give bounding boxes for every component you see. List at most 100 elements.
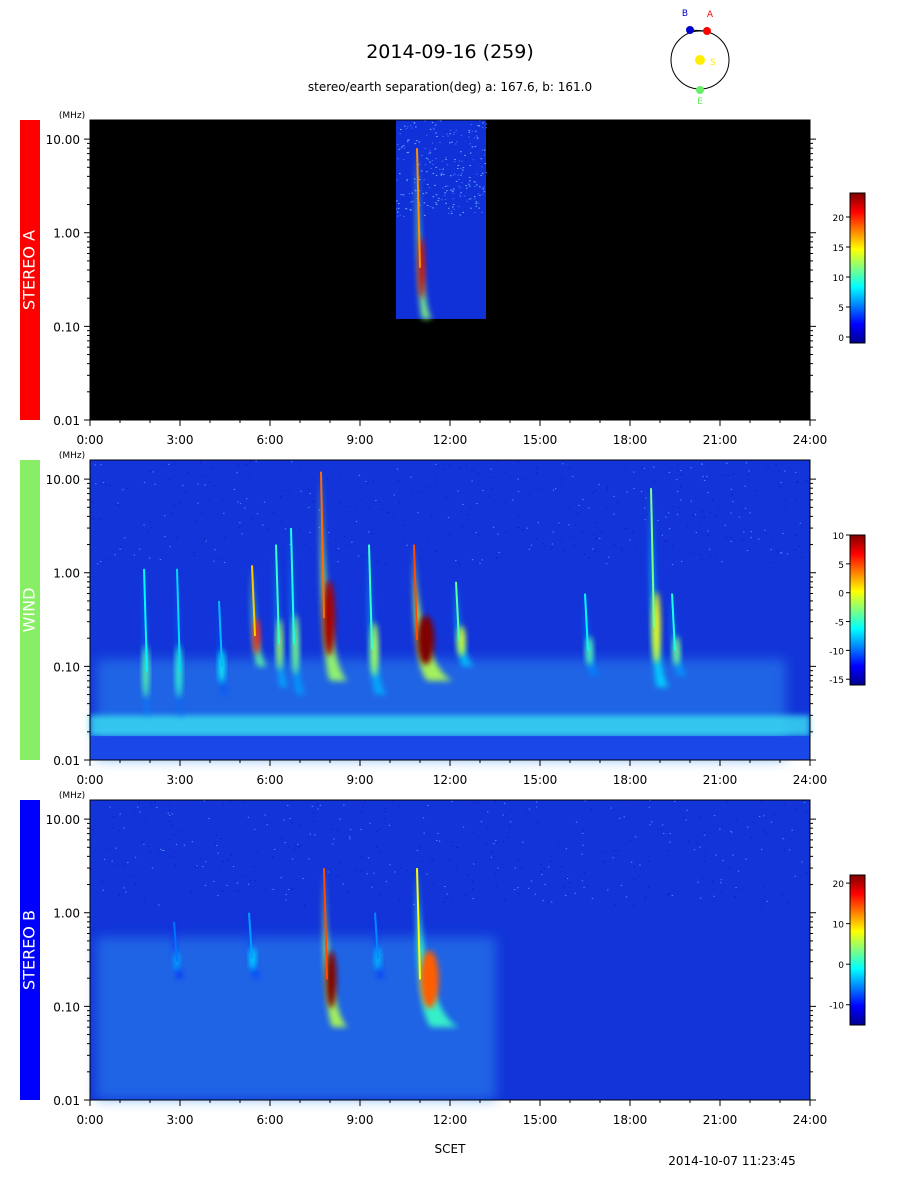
noise-speck <box>348 836 351 838</box>
noise-speck <box>360 870 363 872</box>
noise-speck <box>783 803 786 805</box>
noise-speck <box>143 897 146 899</box>
noise-speck <box>253 865 255 867</box>
noise-speck <box>414 190 417 192</box>
noise-speck <box>474 146 477 148</box>
noise-speck <box>475 201 478 203</box>
noise-speck <box>542 900 544 902</box>
noise-speck <box>413 182 416 184</box>
noise-speck <box>795 809 798 811</box>
noise-speck <box>676 470 679 472</box>
colorbar-tick-label: 10 <box>833 532 845 542</box>
noise-speck <box>775 464 777 466</box>
noise-speck <box>778 485 781 487</box>
noise-speck <box>432 207 434 209</box>
noise-speck <box>355 520 358 522</box>
noise-speck <box>220 838 222 840</box>
noise-speck <box>302 878 304 880</box>
noise-speck <box>231 864 234 866</box>
noise-speck <box>526 527 529 529</box>
noise-speck <box>770 549 772 551</box>
noise-speck <box>284 490 287 492</box>
noise-speck <box>300 490 302 492</box>
noise-speck <box>684 540 687 542</box>
noise-speck <box>238 465 240 467</box>
noise-speck <box>540 871 542 873</box>
noise-speck <box>111 827 113 829</box>
noise-speck <box>169 855 172 857</box>
noise-speck <box>509 821 512 823</box>
noise-speck <box>384 811 386 813</box>
stereo-b-marker <box>686 26 694 34</box>
noise-speck <box>415 126 417 128</box>
noise-speck <box>733 473 735 475</box>
noise-speck <box>661 534 664 536</box>
noise-speck <box>428 485 430 487</box>
earth-marker <box>696 86 704 94</box>
noise-speck <box>142 841 144 843</box>
noise-speck <box>435 132 437 134</box>
noise-speck <box>568 524 570 526</box>
noise-speck <box>388 887 390 889</box>
x-tick-label: 12:00 <box>433 1113 468 1127</box>
noise-speck <box>373 872 375 874</box>
noise-speck <box>621 549 623 551</box>
noise-speck <box>446 133 448 135</box>
noise-speck <box>449 129 452 131</box>
noise-speck <box>503 840 505 842</box>
noise-speck <box>707 492 709 494</box>
noise-speck <box>719 882 722 884</box>
noise-speck <box>279 496 282 498</box>
noise-speck <box>564 878 567 880</box>
colorbar <box>849 874 866 1026</box>
noise-speck <box>543 868 546 870</box>
noise-speck <box>441 199 443 201</box>
noise-speck <box>514 867 516 869</box>
noise-speck <box>746 826 749 828</box>
noise-speck <box>457 562 459 564</box>
noise-speck <box>410 476 412 478</box>
radio-burst-drift <box>173 921 178 962</box>
noise-speck <box>680 560 683 562</box>
noise-speck <box>601 850 604 852</box>
noise-speck <box>114 864 116 866</box>
noise-speck <box>435 158 437 160</box>
x-tick-label: 15:00 <box>523 1113 558 1127</box>
noise-speck <box>457 174 459 176</box>
noise-speck <box>534 893 536 895</box>
noise-speck <box>333 838 335 840</box>
noise-speck <box>457 847 459 849</box>
noise-speck <box>508 825 511 827</box>
noise-speck <box>150 527 153 529</box>
noise-speck <box>460 134 463 136</box>
noise-speck <box>445 158 447 160</box>
noise-speck <box>479 194 481 196</box>
noise-speck <box>172 824 174 826</box>
noise-speck <box>426 183 429 185</box>
noise-speck <box>411 192 414 194</box>
noise-speck <box>208 817 210 819</box>
y-tick-label: 10.00 <box>46 813 80 827</box>
noise-speck <box>465 187 468 189</box>
noise-speck <box>437 200 440 202</box>
noise-speck <box>544 883 546 885</box>
noise-speck <box>424 164 427 166</box>
noise-speck <box>318 509 320 511</box>
noise-speck <box>441 172 443 174</box>
noise-speck <box>235 463 237 465</box>
noise-speck <box>558 522 560 524</box>
noise-speck <box>620 547 622 549</box>
x-tick-label: 18:00 <box>613 433 648 447</box>
noise-speck <box>337 561 339 563</box>
noise-speck <box>796 481 798 483</box>
noise-speck <box>745 858 747 860</box>
noise-speck <box>558 524 561 526</box>
noise-speck <box>357 555 360 557</box>
noise-speck <box>730 831 733 833</box>
noise-speck <box>435 202 437 204</box>
noise-speck <box>471 146 474 148</box>
radio-burst-drift <box>251 565 256 637</box>
x-tick-label: 21:00 <box>703 433 738 447</box>
noise-speck <box>667 512 670 514</box>
noise-speck <box>781 552 783 554</box>
